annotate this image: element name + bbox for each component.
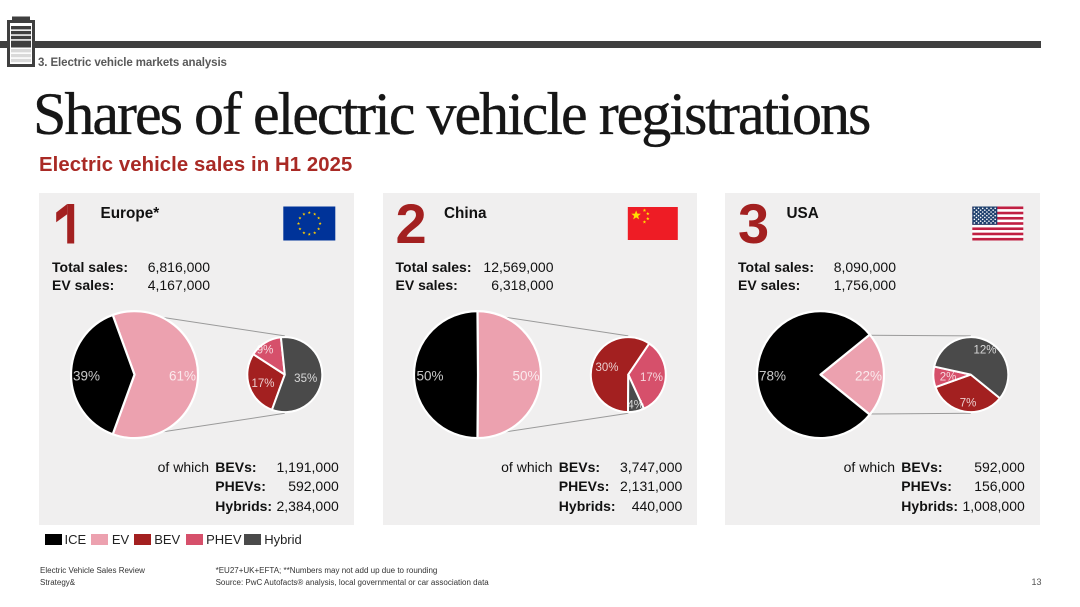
svg-text:50%: 50% <box>416 369 443 384</box>
svg-text:39%: 39% <box>73 369 100 384</box>
svg-text:50%: 50% <box>512 369 539 384</box>
svg-text:7%: 7% <box>960 398 977 410</box>
svg-text:35%: 35% <box>294 373 317 385</box>
svg-text:12%: 12% <box>973 345 996 357</box>
svg-text:2%: 2% <box>940 372 957 384</box>
svg-text:9%: 9% <box>257 345 274 357</box>
svg-text:17%: 17% <box>251 378 274 390</box>
svg-text:4%: 4% <box>627 400 644 412</box>
svg-text:78%: 78% <box>759 369 786 384</box>
svg-text:22%: 22% <box>855 369 882 384</box>
svg-text:61%: 61% <box>169 369 196 384</box>
svg-text:17%: 17% <box>640 372 663 384</box>
svg-text:30%: 30% <box>595 362 618 374</box>
